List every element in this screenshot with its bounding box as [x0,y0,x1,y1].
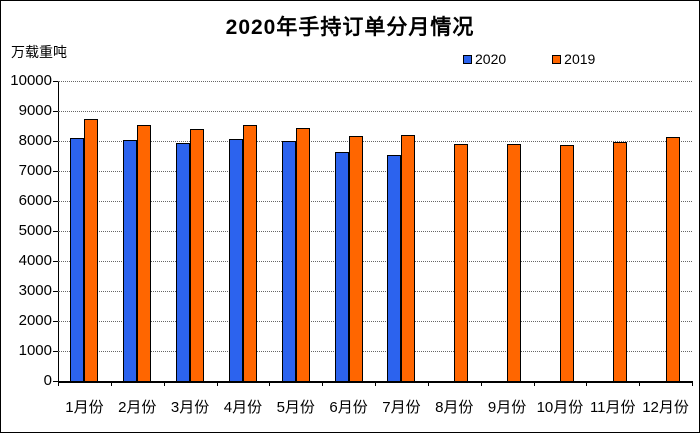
bar-group-9月份 [481,81,534,381]
y-tick-label: 9000 [18,102,52,119]
x-axis-tick [216,381,218,386]
x-tick-label: 6月份 [329,399,368,416]
bar-2020-4月份 [228,139,243,381]
chart-title: 2020年手持订单分月情况 [225,16,475,39]
x-axis-tick [322,381,324,386]
gridline [58,291,692,292]
gridline [58,111,692,112]
legend-label: 2020 [475,51,507,67]
y-axis-tick [53,291,58,292]
bar-group-2月份 [111,81,164,381]
y-tick-label: 0 [43,372,52,389]
bar-group-10月份 [534,81,587,381]
bar-group-3月份 [164,81,217,381]
y-axis-tick [53,201,58,202]
y-axis-tick [53,81,58,82]
y-axis-unit-label: 万载重吨 [11,44,67,60]
bar-2020-7月份 [387,154,402,381]
x-axis-tick [692,381,693,386]
bar-group-11月份 [586,81,639,381]
gridline [58,261,692,262]
legend-label: 2019 [564,51,596,67]
bar-group-5月份 [269,81,322,381]
x-tick-label: 2月份 [118,399,157,416]
x-tick-label: 5月份 [276,399,315,416]
bar-group-12月份 [639,81,692,381]
x-tick-label: 10月份 [536,399,584,416]
x-tick-label: 4月份 [223,399,263,416]
x-axis-tick [586,381,588,386]
x-axis-tick [375,381,376,386]
bar-group-6月份 [322,81,375,381]
bar-group-1月份 [58,81,111,381]
gridline [58,351,692,352]
y-tick-label: 10000 [10,72,52,89]
bar-2019-3月份 [190,129,205,381]
bar-2020-2月份 [123,140,138,381]
bar-group-7月份 [375,81,428,381]
bar-2019-8月份 [454,144,469,381]
x-tick-label: 7月份 [382,399,421,416]
chart-plot [53,81,692,383]
x-axis-tick [110,381,112,386]
x-axis-tick [269,381,271,386]
y-axis-tick [53,141,58,142]
y-axis-tick [53,171,58,172]
bar-2019-10月份 [559,145,574,381]
x-axis-tick [639,381,641,386]
x-axis-tick [58,381,59,386]
y-tick-label: 7000 [18,162,52,179]
legend-swatch-2019 [552,54,562,64]
bar-2019-7月份 [401,134,416,381]
legend-item-2019: 2019 [552,51,595,67]
legend: 2020 2019 [463,51,595,67]
legend-swatch-2020 [463,54,472,64]
x-tick-label: 3月份 [170,399,210,416]
y-axis-tick [53,231,58,232]
bar-2019-5月份 [295,127,310,381]
gridline [58,321,692,322]
x-tick-label: 8月份 [435,399,474,416]
x-axis-tick [480,381,482,386]
bar-group-8月份 [428,81,481,381]
gridline [58,81,692,82]
y-tick-label: 2000 [18,312,52,329]
y-tick-label: 5000 [18,222,52,239]
y-tick-label: 6000 [18,192,52,209]
bar-2020-3月份 [176,142,191,381]
x-tick-label: 12月份 [642,399,689,416]
bar-group-4月份 [217,81,270,381]
x-axis-tick [163,381,165,386]
bar-2019-1月份 [84,119,99,381]
gridline [58,141,692,142]
bar-2019-12月份 [665,136,680,381]
x-axis-tick [533,381,535,386]
y-tick-label: 8000 [18,132,52,149]
bar-2020-5月份 [281,141,296,381]
y-tick-label: 3000 [18,282,52,299]
y-axis-tick [53,381,58,382]
bar-2020-1月份 [70,138,85,381]
gridline [58,201,692,202]
y-axis-tick [53,351,58,352]
gridline [58,171,692,172]
y-tick-label: 4000 [18,252,52,269]
x-tick-label: 11月份 [589,399,636,416]
x-tick-label: 9月份 [487,399,527,416]
bar-2019-2月份 [137,125,152,381]
bar-2019-11月份 [612,142,627,381]
legend-item-2020: 2020 [463,51,506,67]
y-axis-tick [53,321,58,322]
bar-2019-9月份 [507,144,522,381]
bar-2019-6月份 [348,135,363,381]
x-axis-tick [427,381,429,386]
gridline [58,231,692,232]
x-tick-label: 1月份 [65,399,104,416]
y-axis-tick [53,111,58,112]
bar-2020-6月份 [334,151,349,381]
bar-2019-4月份 [242,124,257,381]
y-tick-label: 1000 [18,342,52,359]
y-axis-tick [53,261,58,262]
